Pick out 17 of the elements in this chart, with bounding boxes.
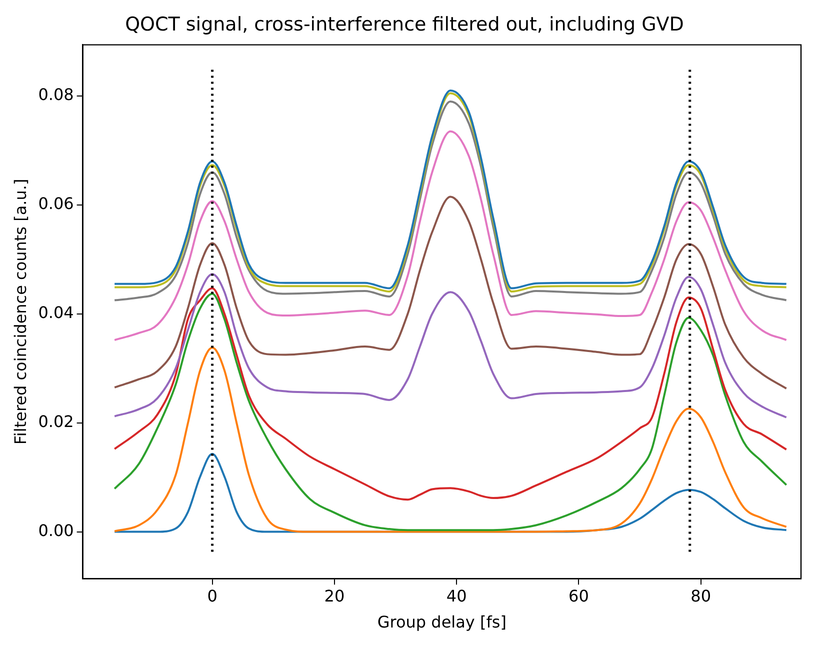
y-tick-label: 0.08 bbox=[38, 85, 74, 104]
x-tick-label: 0 bbox=[207, 586, 218, 606]
line-series bbox=[114, 130, 788, 342]
x-tick-label: 60 bbox=[568, 586, 589, 606]
chart-title: QOCT signal, cross-interference filtered out, including GVD bbox=[125, 13, 684, 36]
x-tick-label: 40 bbox=[446, 586, 467, 606]
y-tick-label: 0.00 bbox=[38, 520, 74, 540]
line-series bbox=[114, 346, 788, 533]
line-series bbox=[114, 196, 788, 390]
y-axis-title: Filtered coincidence counts [a.u.] bbox=[10, 178, 30, 445]
x-tick-label: 80 bbox=[690, 586, 712, 606]
line-series bbox=[114, 273, 788, 418]
y-tick-label: 0.06 bbox=[38, 194, 74, 214]
x-tick-label: 20 bbox=[324, 586, 345, 606]
x-axis-title: Group delay [fs] bbox=[377, 612, 506, 632]
y-tick-label: 0.02 bbox=[38, 412, 74, 431]
y-tick-label: 0.04 bbox=[38, 303, 74, 322]
